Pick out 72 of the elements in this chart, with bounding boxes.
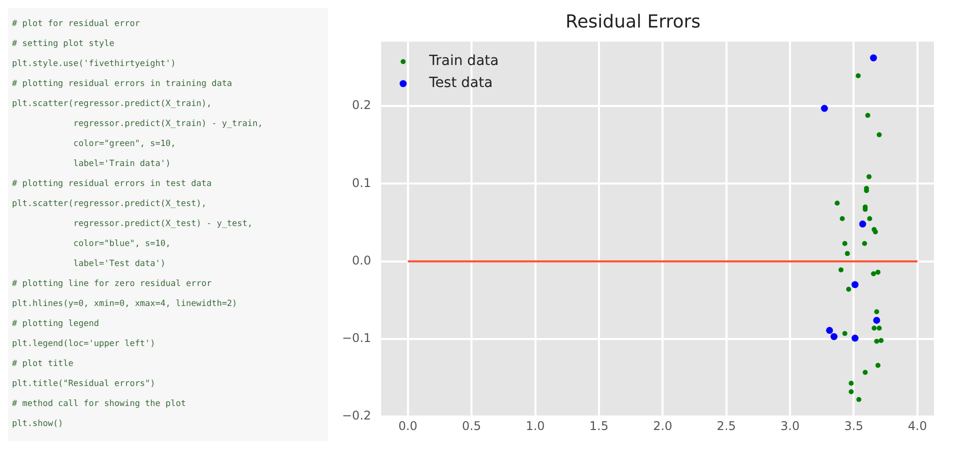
x-tick-label: 1.5 [589, 418, 609, 433]
text: plt.scatter(regressor.predict(X_test), [12, 198, 208, 211]
point [848, 389, 854, 394]
point [872, 326, 877, 331]
text: # plotting residual errors in test data [12, 178, 213, 191]
point [838, 267, 844, 272]
text: # setting plot style [12, 38, 116, 51]
x-tick-label: 3.0 [780, 418, 800, 433]
y-tick-label: −0.1 [342, 331, 372, 346]
point [826, 326, 834, 334]
point [870, 54, 877, 62]
x-tick-label: 4.0 [908, 418, 927, 433]
point [875, 362, 880, 368]
point [862, 370, 868, 375]
text: plt.hlines(y=0, xmin=0, xmax=4, linewidth=2) [12, 298, 238, 311]
x-tick-label: 1.0 [526, 418, 545, 433]
point [867, 216, 872, 222]
text: label='Test data') [72, 258, 167, 271]
y-tick-label: 0.0 [352, 253, 372, 268]
point [842, 240, 848, 246]
text: regressor.predict(X_train) - y_train, [72, 118, 264, 131]
y-tick-label: 0.2 [352, 98, 372, 112]
point [830, 333, 838, 340]
text: plt.legend(loc='upper left') [12, 338, 156, 351]
point [878, 338, 884, 344]
point [856, 397, 862, 402]
point [844, 251, 850, 256]
text: color="green", s=10, [72, 138, 177, 151]
x-tick-label: 2.5 [716, 418, 736, 433]
text: plt.scatter(regressor.predict(X_train), [12, 98, 213, 111]
point [870, 271, 876, 276]
y-tick-label: 0.1 [352, 176, 372, 190]
point [876, 132, 882, 138]
x-tick-label: 3.5 [844, 418, 864, 433]
point [852, 334, 859, 342]
point [842, 331, 848, 336]
point [872, 229, 878, 234]
legend-label: Train data [428, 53, 499, 70]
y-tick-label: −0.2 [342, 408, 372, 423]
text: regressor.predict(X_test) - y_test, [72, 218, 254, 231]
text: # plotting residual errors in training data [12, 78, 234, 91]
point [840, 216, 845, 222]
text: # method call for showing the plot [12, 398, 187, 411]
point [848, 380, 854, 386]
text: # plotting legend [12, 318, 100, 331]
x-tick-label: 0.5 [462, 418, 482, 433]
point [874, 309, 880, 314]
point [856, 73, 861, 78]
text: # plot title [12, 358, 74, 371]
point [876, 326, 882, 331]
point [865, 112, 870, 118]
text: plt.show() [12, 418, 64, 431]
text: # plotting line for zero residual error [12, 278, 213, 291]
point [866, 174, 872, 180]
point [859, 220, 866, 228]
point [862, 240, 868, 246]
text: plt.title("Residual errors") [12, 378, 156, 391]
point [834, 200, 840, 206]
text: label='Train data') [72, 158, 172, 171]
point [875, 270, 880, 275]
legend-label: Test data [428, 75, 493, 92]
point [846, 286, 852, 292]
point [852, 281, 859, 288]
text: plt.style.use('fivethirtyeight') [12, 58, 177, 71]
x-tick-label: 2.0 [653, 418, 672, 433]
point [874, 338, 880, 344]
point [873, 316, 880, 324]
point [820, 104, 828, 112]
text: # plot for residual error [12, 18, 141, 31]
chart-title: Residual Errors [566, 11, 700, 32]
text: color="blue", s=10, [72, 238, 172, 251]
x-tick-label: 0.0 [398, 418, 418, 433]
